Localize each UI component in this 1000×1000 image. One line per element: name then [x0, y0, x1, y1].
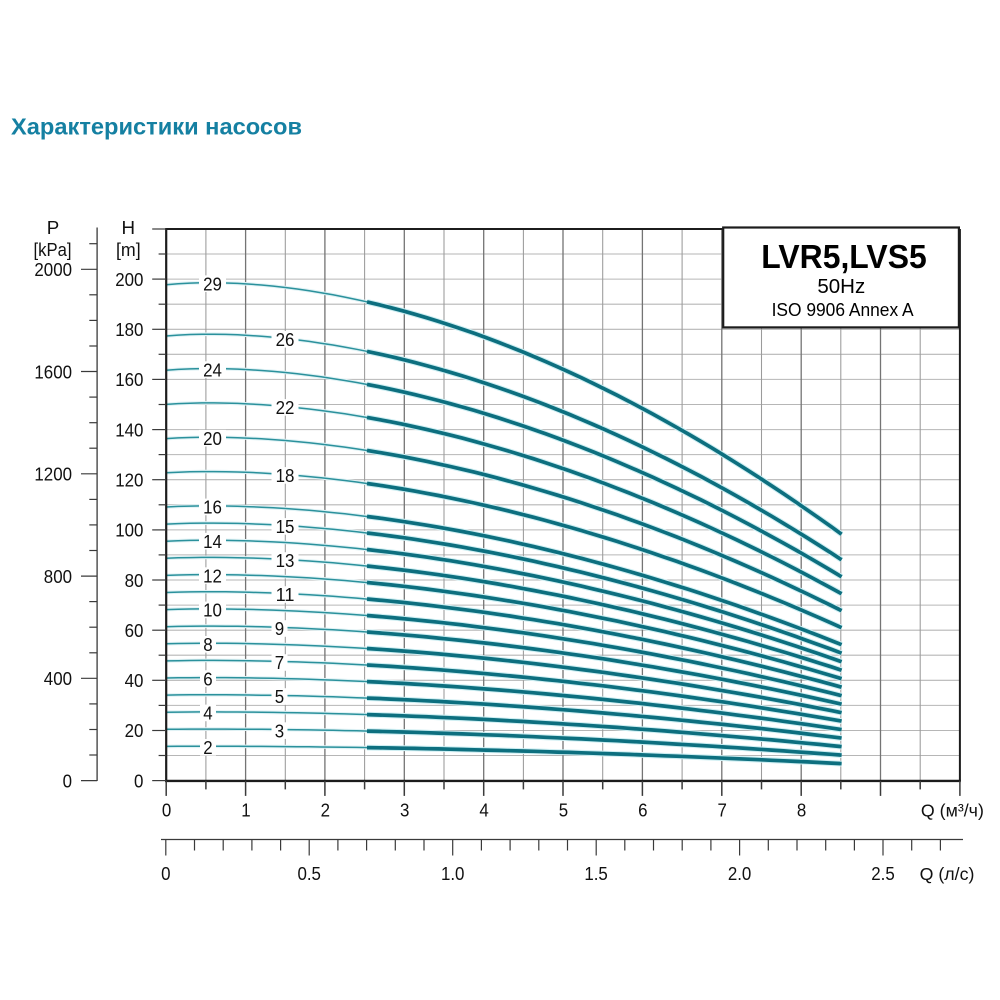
- svg-text:60: 60: [125, 620, 144, 641]
- svg-text:Q (л/с): Q (л/с): [920, 864, 975, 884]
- svg-text:6: 6: [203, 668, 212, 689]
- svg-text:[m]: [m]: [116, 239, 141, 260]
- svg-text:20: 20: [203, 428, 222, 449]
- svg-text:P: P: [47, 217, 60, 238]
- svg-text:5: 5: [559, 799, 568, 820]
- svg-text:LVR5,LVS5: LVR5,LVS5: [761, 238, 926, 275]
- svg-text:9: 9: [275, 618, 284, 639]
- svg-text:8: 8: [797, 799, 806, 820]
- svg-text:1: 1: [241, 799, 250, 820]
- svg-text:16: 16: [203, 497, 222, 518]
- svg-text:0: 0: [161, 863, 170, 884]
- svg-text:40: 40: [125, 670, 144, 691]
- svg-text:7: 7: [275, 652, 284, 673]
- svg-text:2.5: 2.5: [871, 863, 895, 884]
- svg-text:0: 0: [134, 770, 143, 791]
- svg-text:H: H: [122, 217, 136, 238]
- svg-text:7: 7: [718, 799, 727, 820]
- svg-text:18: 18: [276, 465, 295, 486]
- svg-text:4: 4: [203, 703, 212, 724]
- svg-text:10: 10: [203, 600, 222, 621]
- svg-text:14: 14: [203, 531, 222, 552]
- svg-text:[kPa]: [kPa]: [34, 239, 72, 260]
- svg-text:1.0: 1.0: [441, 863, 465, 884]
- svg-text:5: 5: [275, 686, 284, 707]
- svg-text:2.0: 2.0: [728, 863, 752, 884]
- svg-text:29: 29: [203, 273, 222, 294]
- svg-text:1200: 1200: [34, 464, 72, 485]
- svg-text:15: 15: [276, 516, 295, 537]
- svg-text:2: 2: [321, 799, 330, 820]
- svg-text:1600: 1600: [34, 361, 72, 382]
- svg-text:160: 160: [115, 369, 143, 390]
- svg-text:140: 140: [115, 419, 143, 440]
- svg-text:Q (м³/ч): Q (м³/ч): [921, 800, 984, 820]
- svg-text:400: 400: [44, 668, 72, 689]
- svg-text:200: 200: [115, 269, 143, 290]
- svg-text:50Hz: 50Hz: [817, 275, 865, 298]
- svg-text:12: 12: [203, 565, 222, 586]
- svg-text:0.5: 0.5: [297, 863, 321, 884]
- svg-text:3: 3: [400, 799, 409, 820]
- svg-text:11: 11: [276, 584, 295, 605]
- svg-text:2000: 2000: [34, 259, 72, 280]
- svg-text:Характеристики насосов: Характеристики насосов: [11, 114, 302, 140]
- svg-text:80: 80: [125, 570, 144, 591]
- svg-text:13: 13: [276, 550, 295, 571]
- svg-text:100: 100: [115, 520, 143, 541]
- svg-text:20: 20: [125, 720, 144, 741]
- svg-text:8: 8: [203, 634, 212, 655]
- svg-text:2: 2: [203, 737, 212, 758]
- svg-text:1.5: 1.5: [584, 863, 608, 884]
- svg-text:0: 0: [63, 770, 72, 791]
- svg-text:4: 4: [479, 799, 488, 820]
- svg-text:ISO 9906 Annex A: ISO 9906 Annex A: [772, 300, 914, 320]
- svg-text:180: 180: [115, 319, 143, 340]
- svg-text:6: 6: [638, 799, 647, 820]
- svg-text:24: 24: [203, 359, 222, 380]
- svg-text:3: 3: [275, 720, 284, 741]
- svg-text:26: 26: [276, 329, 295, 350]
- svg-text:22: 22: [276, 397, 295, 418]
- svg-text:120: 120: [115, 470, 143, 491]
- svg-text:0: 0: [162, 799, 171, 820]
- svg-text:800: 800: [44, 566, 72, 587]
